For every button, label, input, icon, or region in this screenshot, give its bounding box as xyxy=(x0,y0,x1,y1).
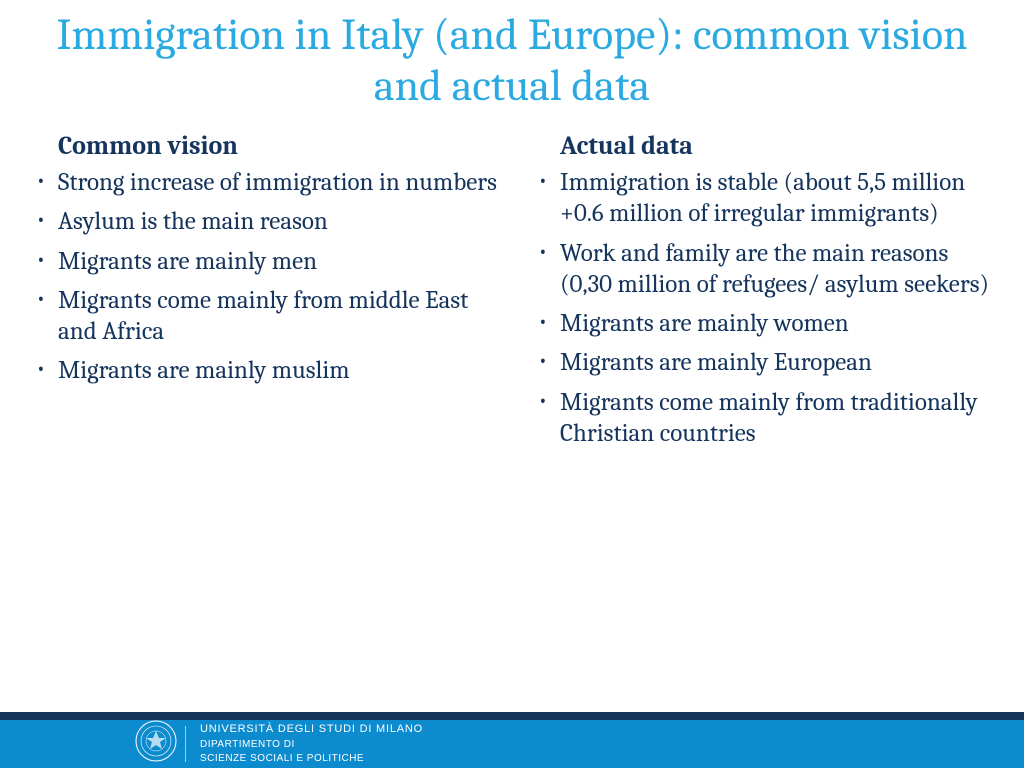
footer-text: UNIVERSITÀ DEGLI STUDI DI MILANO DIPARTI… xyxy=(200,722,423,765)
left-heading: Common vision xyxy=(20,131,502,161)
list-item: Migrants come mainly from middle East an… xyxy=(30,285,502,348)
list-item: Migrants are mainly women xyxy=(532,308,1004,339)
list-item: Immigration is stable (about 5,5 million… xyxy=(532,167,1004,230)
right-column: Actual data Immigration is stable (about… xyxy=(522,131,1004,457)
slide-title: Immigration in Italy (and Europe): commo… xyxy=(0,0,1024,131)
list-item: Migrants come mainly from traditionally … xyxy=(532,387,1004,450)
list-item: Migrants are mainly men xyxy=(30,246,502,277)
footer-dept-line2: SCIENZE SOCIALI E POLITICHE xyxy=(200,752,423,766)
list-item: Strong increase of immigration in number… xyxy=(30,167,502,198)
footer-dept-line1: DIPARTIMENTO DI xyxy=(200,738,423,752)
list-item: Asylum is the main reason xyxy=(30,206,502,237)
right-heading: Actual data xyxy=(522,131,1004,161)
footer-university-name: UNIVERSITÀ DEGLI STUDI DI MILANO xyxy=(200,722,423,737)
footer-bar: UNIVERSITÀ DEGLI STUDI DI MILANO DIPARTI… xyxy=(0,712,1024,768)
left-column: Common vision Strong increase of immigra… xyxy=(20,131,502,457)
university-seal-icon xyxy=(135,720,177,762)
content-area: Common vision Strong increase of immigra… xyxy=(0,131,1024,457)
list-item: Work and family are the main reasons (0,… xyxy=(532,238,1004,301)
footer-accent-stripe xyxy=(0,712,1024,720)
footer-main: UNIVERSITÀ DEGLI STUDI DI MILANO DIPARTI… xyxy=(0,720,1024,768)
right-list: Immigration is stable (about 5,5 million… xyxy=(522,167,1004,449)
list-item: Migrants are mainly European xyxy=(532,347,1004,378)
list-item: Migrants are mainly muslim xyxy=(30,355,502,386)
left-list: Strong increase of immigration in number… xyxy=(20,167,502,387)
footer-divider xyxy=(185,726,186,762)
